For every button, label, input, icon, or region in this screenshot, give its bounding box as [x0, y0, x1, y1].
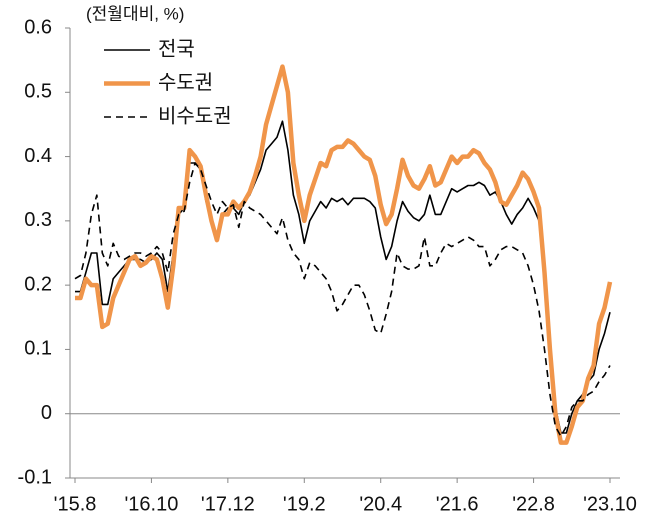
legend-label: 전국: [158, 37, 195, 60]
x-tick-label: '20.4: [359, 493, 402, 515]
legend-label: 비수도권: [158, 104, 232, 127]
x-tick-label: '19.2: [283, 493, 326, 515]
legend-label: 수도권: [158, 71, 213, 94]
series-line: [75, 120, 611, 434]
series-line: [74, 162, 611, 438]
y-tick-label: 0.4: [24, 145, 52, 167]
y-tick-label: 0.1: [24, 338, 52, 360]
y-tick-label: 0: [41, 402, 52, 424]
y-tick-label: 0.2: [24, 273, 52, 295]
x-tick-label: '17.12: [201, 493, 255, 515]
unit-label: (전월대비, %): [86, 4, 184, 23]
y-tick-label: 0.3: [24, 209, 52, 231]
x-tick-label: '16.10: [124, 493, 178, 515]
x-tick-label: '23.10: [583, 493, 637, 515]
x-tick-label: '21.6: [436, 493, 479, 515]
y-tick-label: -0.1: [18, 466, 52, 488]
x-tick-label: '15.8: [54, 493, 97, 515]
x-tick-label: '22.8: [512, 493, 555, 515]
y-tick-label: 0.5: [24, 81, 52, 103]
y-tick-label: 0.6: [24, 16, 52, 38]
series-line: [75, 64, 613, 445]
